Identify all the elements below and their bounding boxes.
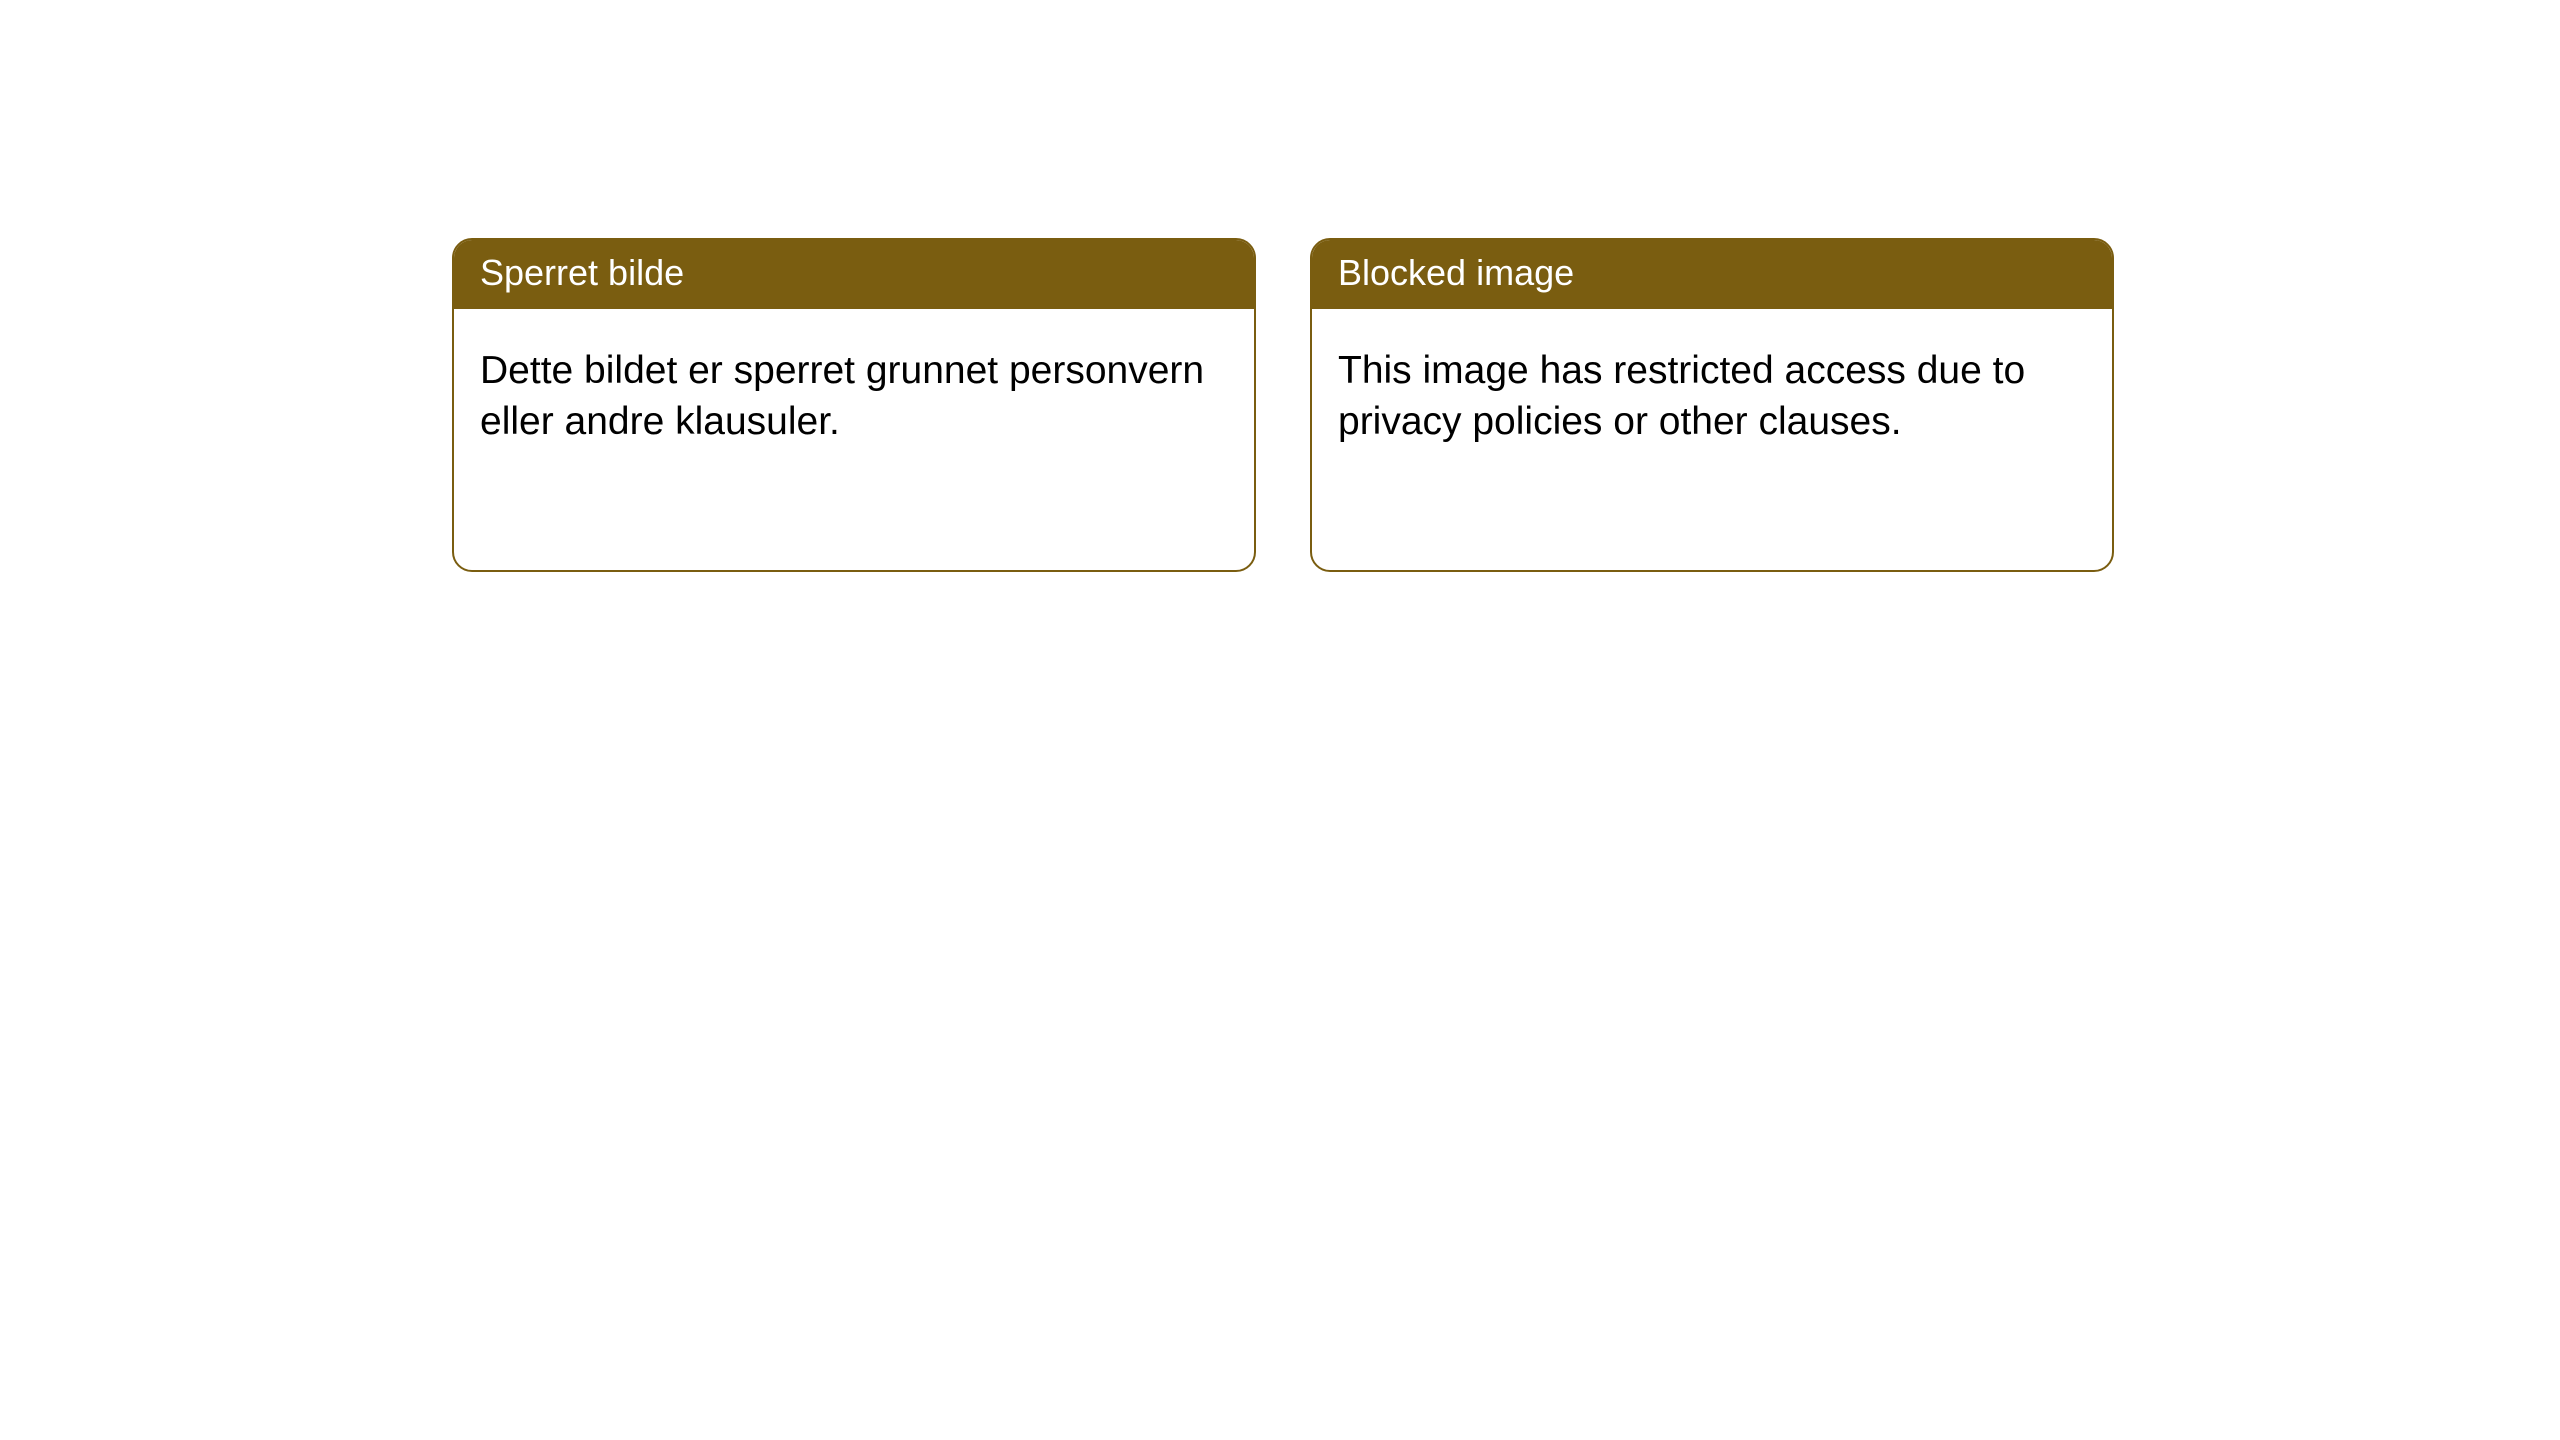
notice-body-norwegian: Dette bildet er sperret grunnet personve… xyxy=(454,309,1254,474)
notice-body-english: This image has restricted access due to … xyxy=(1312,309,2112,474)
notice-card-english: Blocked image This image has restricted … xyxy=(1310,238,2114,572)
notice-card-norwegian: Sperret bilde Dette bildet er sperret gr… xyxy=(452,238,1256,572)
notices-container: Sperret bilde Dette bildet er sperret gr… xyxy=(0,0,2560,572)
notice-header-norwegian: Sperret bilde xyxy=(454,240,1254,309)
notice-header-english: Blocked image xyxy=(1312,240,2112,309)
